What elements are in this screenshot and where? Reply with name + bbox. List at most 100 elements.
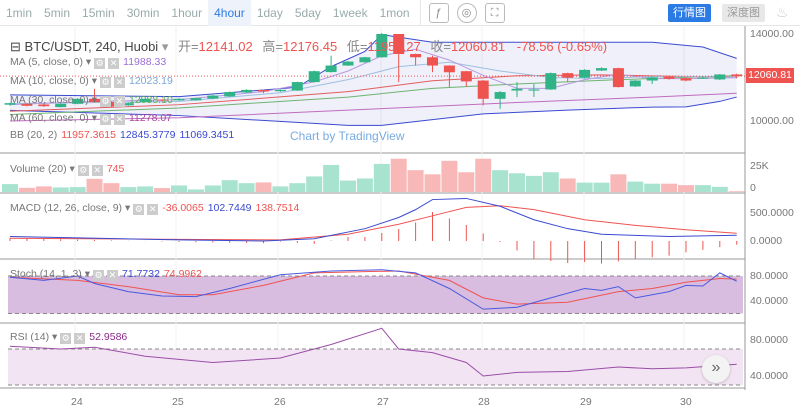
settings-icon: ⚙	[99, 77, 111, 88]
fullscreen-icon[interactable]: ⛶	[484, 2, 505, 23]
timeframe-5day[interactable]: 5day	[294, 5, 321, 20]
settings-icon: ⚙	[94, 58, 106, 69]
high-label: 高=	[262, 39, 283, 54]
close-icon: ✕	[107, 270, 118, 281]
candle-body	[460, 71, 472, 82]
volume-bar	[694, 185, 711, 192]
candle-body	[545, 73, 557, 90]
candle-body	[342, 61, 354, 66]
close-label: 收=	[430, 39, 451, 54]
low-value: 11958.27	[367, 39, 421, 54]
volume-bar	[340, 180, 356, 192]
timeframe-1week[interactable]: 1week	[332, 5, 368, 20]
x-axis-label: 25	[172, 396, 184, 408]
candle-body	[274, 89, 286, 92]
settings-icon[interactable]: ◎	[456, 2, 477, 23]
volume-legend[interactable]: Volume (20) ▾ ⚙ ✕ 745	[10, 163, 125, 176]
volume-bar	[255, 182, 272, 192]
macd-legend[interactable]: MACD (12, 26, close, 9) ▾ ⚙ ✕ -36.0065 102.7…	[10, 202, 300, 215]
volume-bar	[627, 181, 644, 192]
rsi-axis-label: 40.0000	[750, 370, 788, 382]
flame-icon[interactable]: ♨	[776, 4, 789, 20]
close-icon: ✕	[108, 58, 120, 69]
macd-axis-label: 0.0000	[750, 235, 783, 247]
ma60-line	[9, 92, 737, 122]
candle-body	[663, 76, 675, 79]
volume-bar	[171, 185, 187, 192]
volume-bar	[272, 186, 289, 192]
candle-body	[646, 77, 658, 81]
stoch-k-line	[9, 269, 737, 310]
candle-body	[359, 57, 371, 63]
timeframe-5min[interactable]: 5min	[44, 5, 71, 20]
volume-bar	[120, 187, 137, 192]
scroll-to-latest-button[interactable]: »	[702, 355, 730, 383]
ma5-legend[interactable]: MA (5, close, 0) ▾ ⚙ ✕ 11988.33	[10, 56, 167, 69]
collapse-icon[interactable]: ⊟	[10, 39, 21, 54]
candle-body	[38, 104, 50, 107]
volume-bar	[711, 186, 728, 192]
volume-bar	[289, 183, 306, 192]
close-icon: ✕	[91, 165, 103, 176]
ma5-line	[9, 48, 737, 106]
candle-body	[21, 103, 33, 106]
candle-body	[427, 57, 438, 66]
settings-icon: ⚙	[99, 114, 111, 125]
stoch-legend[interactable]: Stoch (14, 1, 3) ▾ ⚙ ✕ 71.7732 74.9962	[10, 268, 202, 281]
ma10-legend[interactable]: MA (10, close, 0) ▾ ⚙ ✕ 12023.19	[10, 75, 173, 88]
rsi-legend[interactable]: RSI (14) ▾ ⚙ ✕ 52.9586	[10, 331, 128, 344]
rsi-band-fill	[8, 349, 743, 385]
timeframe-1mon[interactable]: 1mon	[379, 5, 410, 20]
timeframe-1min[interactable]: 1min	[6, 5, 33, 20]
stoch-axis-label: 80.0000	[750, 270, 788, 282]
view-button-depth[interactable]: 深度图	[722, 4, 765, 22]
rsi-line	[9, 327, 737, 377]
volume-bar	[492, 170, 509, 192]
candle-body	[393, 34, 405, 55]
volume-bar	[424, 174, 441, 192]
x-axis-label: 27	[377, 396, 389, 408]
candle-body	[596, 68, 607, 71]
settings-icon: ⚙	[60, 333, 72, 344]
indicator-icon[interactable]: ƒ	[428, 2, 449, 23]
x-axis-label: 29	[580, 396, 592, 408]
toolbar: 1min 5min 15min 30min 1hour 4hour 1day 5day 1wee…	[0, 0, 800, 26]
candle-body	[511, 88, 523, 91]
stoch-band-fill	[8, 276, 743, 314]
candle-body	[122, 103, 134, 106]
candle-body	[72, 98, 84, 104]
ma30-legend[interactable]: MA (30, close, 0) ▾ ⚙ ✕ 12088.10	[10, 94, 173, 107]
timeframe-1day[interactable]: 1day	[256, 5, 283, 20]
candle-body	[55, 103, 67, 108]
candle-body	[477, 80, 489, 99]
view-button-chart[interactable]: 行情图	[668, 4, 711, 22]
candle-body	[629, 80, 641, 87]
volume-bar	[475, 158, 492, 192]
ma60-legend[interactable]: MA (60, close, 0) ▾ ⚙ ✕ 11278.07	[10, 112, 172, 125]
change-value: -78.56 (-0.65%)	[516, 39, 608, 54]
volume-bar	[221, 180, 238, 192]
candle-body	[173, 98, 185, 101]
timeframe-15min[interactable]: 15min	[82, 5, 115, 20]
bb-legend[interactable]: BB (20, 2) 11957.3615 12845.3779 11069.3451	[10, 129, 235, 141]
settings-icon: ⚙	[77, 165, 89, 176]
candle-body	[258, 89, 269, 92]
candle-body	[612, 68, 624, 88]
volume-axis-label: 0	[750, 182, 756, 194]
x-axis-label: 24	[71, 396, 83, 408]
volume-bar	[373, 163, 390, 192]
bollinger-lower-line	[9, 96, 737, 126]
volume-bar	[154, 188, 171, 192]
close-icon: ✕	[147, 204, 159, 215]
volume-bar	[323, 164, 340, 192]
timeframe-1hour[interactable]: 1hour	[171, 5, 203, 20]
watermark: Chart by TradingView	[290, 129, 405, 143]
candle-body	[376, 34, 388, 58]
x-axis-label: 30	[680, 396, 692, 408]
bollinger-upper-line	[9, 34, 737, 98]
timeframe-30min[interactable]: 30min	[126, 5, 160, 20]
candle-body	[410, 54, 422, 58]
candle-body	[105, 102, 117, 107]
timeframe-4hour[interactable]: 4hour	[208, 0, 251, 26]
